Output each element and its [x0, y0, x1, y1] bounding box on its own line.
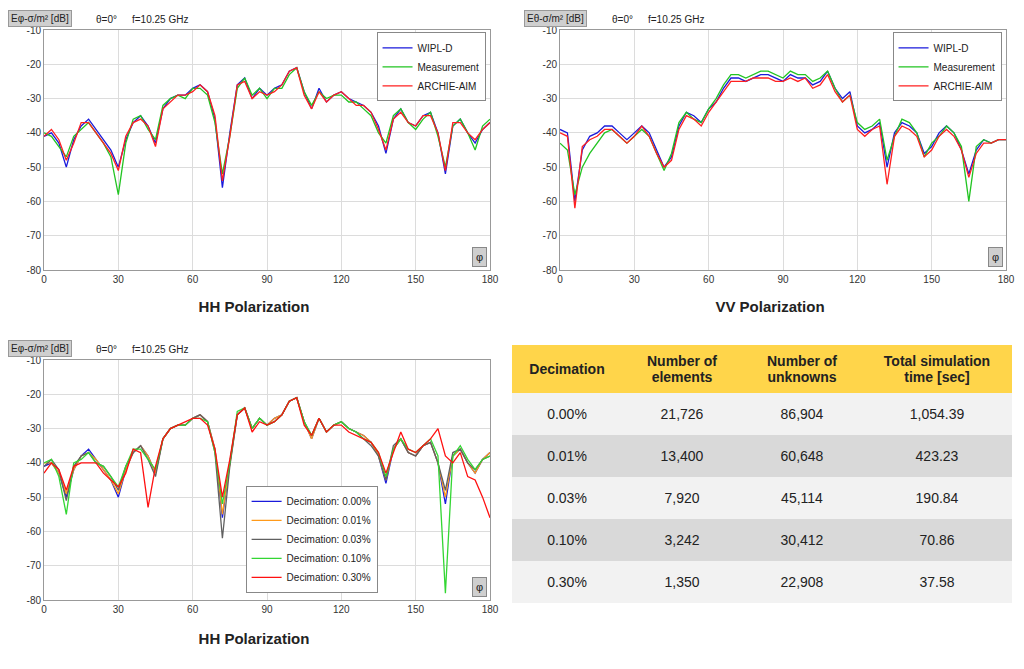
- svg-text:-70: -70: [543, 230, 558, 241]
- svg-text:θ=0°: θ=0°: [612, 14, 633, 25]
- svg-text:Decimation: 0.30%: Decimation: 0.30%: [287, 572, 371, 583]
- svg-text:180: 180: [998, 274, 1015, 285]
- svg-text:180: 180: [482, 274, 499, 285]
- svg-text:90: 90: [777, 274, 789, 285]
- html-text:423.23: 423.23: [915, 448, 959, 464]
- svg-text:Decimation: 0.10%: Decimation: 0.10%: [287, 553, 371, 564]
- svg-text:ARCHIE-AIM: ARCHIE-AIM: [418, 81, 477, 92]
- svg-text:120: 120: [333, 604, 350, 615]
- svg-text:Measurement: Measurement: [418, 62, 479, 73]
- svg-text:60: 60: [703, 274, 715, 285]
- html-text:HH Polarization: HH Polarization: [198, 298, 310, 315]
- svg-text:-40: -40: [27, 457, 42, 468]
- svg-text:30: 30: [629, 274, 641, 285]
- svg-text:-80: -80: [27, 265, 42, 276]
- svg-text:-10: -10: [27, 355, 42, 366]
- svg-text:30: 30: [113, 604, 125, 615]
- html-text:30,412: 30,412: [780, 532, 824, 548]
- svg-text:Eθ-σ/m² [dB]: Eθ-σ/m² [dB]: [527, 13, 584, 24]
- svg-text:60: 60: [187, 604, 199, 615]
- svg-text:θ=0°: θ=0°: [96, 344, 117, 355]
- svg-text:90: 90: [261, 604, 273, 615]
- svg-text:-60: -60: [543, 196, 558, 207]
- svg-text:-10: -10: [27, 25, 42, 36]
- svg-text:150: 150: [407, 604, 424, 615]
- html-text:VV Polarization: VV Polarization: [715, 298, 825, 315]
- html-text:3,242: 3,242: [664, 532, 700, 548]
- svg-text:-20: -20: [27, 389, 42, 400]
- html-text:Decimation: Decimation: [529, 361, 605, 377]
- html-text:0.30%: 0.30%: [547, 574, 587, 590]
- svg-text:-50: -50: [543, 162, 558, 173]
- svg-text:60: 60: [187, 274, 199, 285]
- svg-text:-30: -30: [27, 423, 42, 434]
- svg-text:-80: -80: [27, 595, 42, 606]
- html-text:7,920: 7,920: [664, 490, 700, 506]
- html-text:1,054.39: 1,054.39: [909, 406, 965, 422]
- html-text:190.84: 190.84: [915, 490, 959, 506]
- html-text:86,904: 86,904: [780, 406, 824, 422]
- svg-text:φ: φ: [476, 251, 483, 263]
- svg-text:-20: -20: [543, 59, 558, 70]
- svg-text:Decimation: 0.01%: Decimation: 0.01%: [287, 515, 371, 526]
- svg-text:-70: -70: [27, 230, 42, 241]
- svg-text:Decimation: 0.00%: Decimation: 0.00%: [287, 496, 371, 507]
- svg-text:f=10.25 GHz: f=10.25 GHz: [132, 344, 188, 355]
- svg-text:-50: -50: [27, 162, 42, 173]
- svg-text:WIPL-D: WIPL-D: [418, 43, 453, 54]
- svg-text:θ=0°: θ=0°: [96, 14, 117, 25]
- svg-text:Eφ-σ/m² [dB]: Eφ-σ/m² [dB]: [11, 13, 69, 24]
- html-text:60,648: 60,648: [780, 448, 824, 464]
- svg-text:0: 0: [557, 274, 563, 285]
- svg-text:90: 90: [261, 274, 273, 285]
- svg-text:0: 0: [41, 604, 47, 615]
- svg-text:Eφ-σ/m² [dB]: Eφ-σ/m² [dB]: [11, 343, 69, 354]
- svg-text:120: 120: [849, 274, 866, 285]
- svg-text:-60: -60: [27, 196, 42, 207]
- html-text:0.03%: 0.03%: [547, 490, 587, 506]
- svg-text:-40: -40: [27, 127, 42, 138]
- html-text:Number of elements: Number of elements: [647, 353, 717, 385]
- html-text:37.58: 37.58: [919, 574, 955, 590]
- svg-text:-40: -40: [543, 127, 558, 138]
- html-text:21,726: 21,726: [660, 406, 704, 422]
- html-text:22,908: 22,908: [780, 574, 824, 590]
- html-text:45,114: 45,114: [781, 490, 823, 506]
- svg-text:30: 30: [113, 274, 125, 285]
- svg-text:φ: φ: [476, 581, 483, 593]
- html-text:0.01%: 0.01%: [547, 448, 587, 464]
- svg-text:150: 150: [407, 274, 424, 285]
- html-text:70.86: 70.86: [919, 532, 955, 548]
- html-text:13,400: 13,400: [660, 448, 704, 464]
- svg-text:120: 120: [333, 274, 350, 285]
- svg-text:-20: -20: [27, 59, 42, 70]
- html-text:0.10%: 0.10%: [547, 532, 587, 548]
- svg-text:-80: -80: [543, 265, 558, 276]
- svg-text:-30: -30: [543, 93, 558, 104]
- svg-text:150: 150: [923, 274, 940, 285]
- svg-text:Decimation: 0.03%: Decimation: 0.03%: [287, 534, 371, 545]
- html-text:1,350: 1,350: [664, 574, 700, 590]
- html-text:HH Polarization: HH Polarization: [198, 630, 310, 647]
- svg-text:Measurement: Measurement: [934, 62, 995, 73]
- svg-text:f=10.25 GHz: f=10.25 GHz: [132, 14, 188, 25]
- svg-text:-30: -30: [27, 93, 42, 104]
- html-text:0.00%: 0.00%: [547, 406, 587, 422]
- svg-text:φ: φ: [992, 251, 999, 263]
- svg-text:ARCHIE-AIM: ARCHIE-AIM: [934, 81, 993, 92]
- svg-text:-10: -10: [543, 25, 558, 36]
- svg-text:180: 180: [482, 604, 499, 615]
- svg-text:0: 0: [41, 274, 47, 285]
- svg-text:-70: -70: [27, 560, 42, 571]
- svg-text:-50: -50: [27, 492, 42, 503]
- html-text:Number of unknowns: Number of unknowns: [767, 353, 837, 385]
- svg-text:f=10.25 GHz: f=10.25 GHz: [648, 14, 704, 25]
- svg-text:-60: -60: [27, 526, 42, 537]
- html-text:Total simulation time [sec]: Total simulation time [sec]: [883, 353, 991, 385]
- svg-text:WIPL-D: WIPL-D: [934, 43, 969, 54]
